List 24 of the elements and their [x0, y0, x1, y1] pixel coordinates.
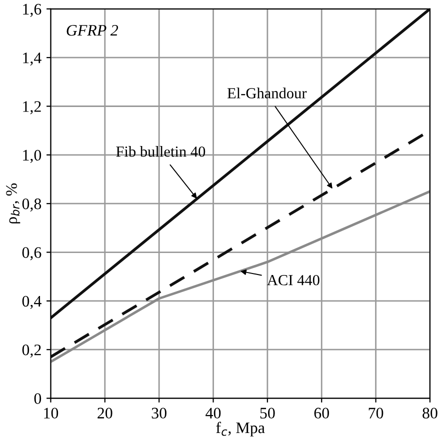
y-tick-label: 0: [34, 393, 42, 404]
x-axis-title: f$_{c}$, Mpa: [216, 422, 265, 436]
line-series: [50, 190, 430, 364]
y-tick-label: 1,4: [23, 52, 42, 66]
y-tick-label: 0,8: [22, 198, 42, 212]
series-label: Fib bulletin 40: [116, 146, 206, 157]
x-tick-label: 80: [422, 408, 438, 419]
x-tick-label: 70: [368, 408, 384, 419]
text: El-Ghandour: [227, 88, 307, 98]
y-axis-title: ρ$_{br}$, %: [6, 183, 20, 224]
annotation: GFRP 2: [66, 24, 118, 36]
y-tick-label: 1,2: [23, 101, 41, 114]
x-tick-label: 30: [152, 408, 166, 419]
y-tick-label: 1,6: [23, 4, 42, 17]
x-tick-label: 20: [98, 408, 112, 419]
y-tick-label: 1,0: [23, 150, 42, 163]
x-tick-label: 40: [206, 408, 221, 419]
x-tick-label: 60: [314, 408, 329, 419]
y-tick-label: 0,6: [22, 247, 42, 260]
series-label: ACI 440: [267, 274, 320, 286]
y-tick-label: 0,4: [22, 296, 42, 309]
x-tick-label: 50: [260, 408, 275, 419]
x-tick-label: 10: [44, 408, 58, 419]
y-tick-label: 0,2: [22, 344, 41, 358]
